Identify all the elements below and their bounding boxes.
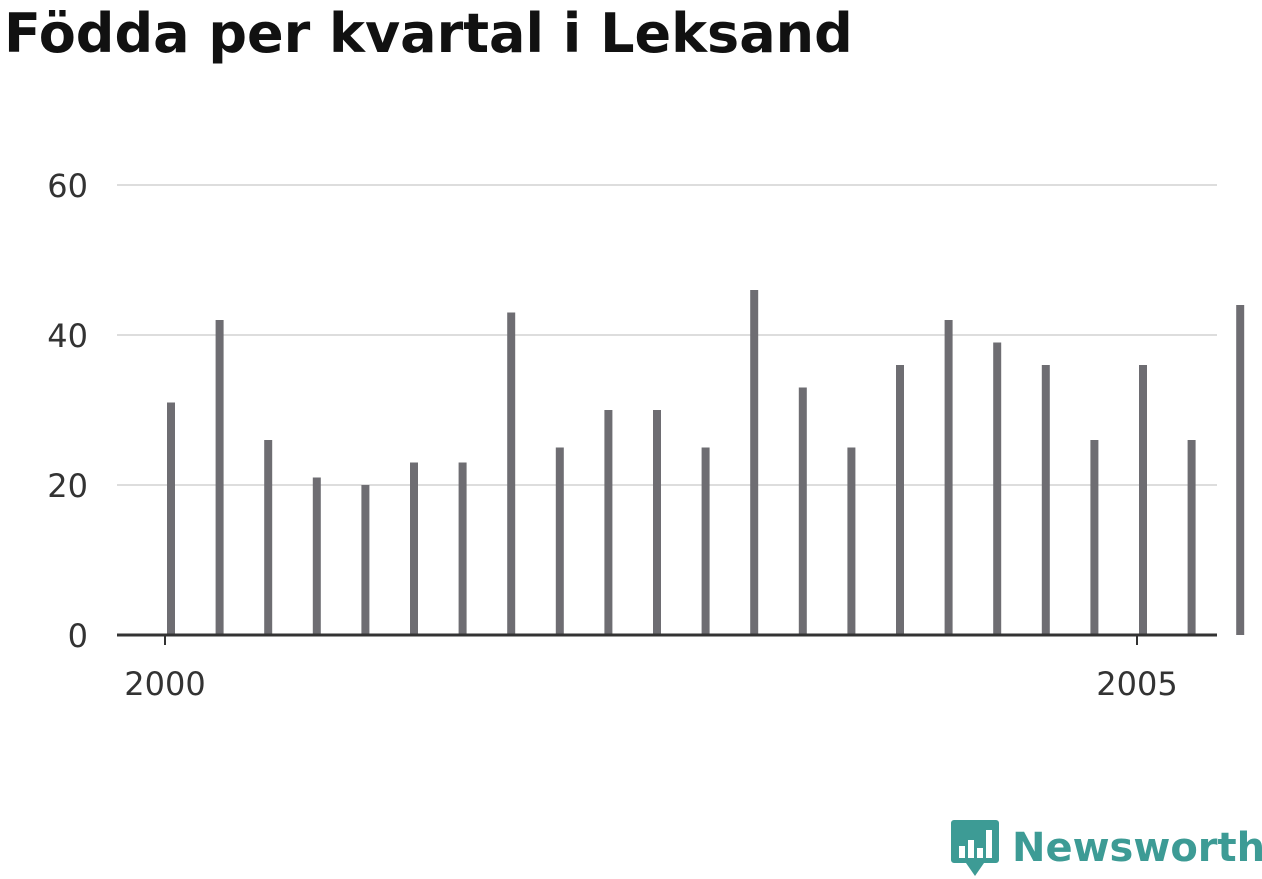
bar	[1041, 365, 1050, 635]
bar	[264, 440, 273, 635]
axes	[117, 633, 1217, 645]
x-tick-label: 2005	[1096, 665, 1177, 703]
bar	[1090, 440, 1099, 635]
y-tick-label: 0	[68, 617, 88, 655]
bar	[507, 312, 516, 635]
bar	[750, 290, 759, 635]
bar	[458, 462, 467, 635]
bar	[361, 485, 370, 635]
brand-name: Newsworthy	[1012, 825, 1262, 871]
bar	[1236, 305, 1245, 635]
newsworthy-logo: Newsworthy	[950, 818, 1262, 878]
gridlines	[117, 184, 1217, 486]
bars	[167, 290, 1245, 635]
bar	[312, 477, 321, 635]
chart-title: Födda per kvartal i Leksand	[4, 2, 853, 65]
bar	[701, 447, 710, 635]
newsworthy-bar-chart-icon	[951, 820, 999, 876]
bar	[944, 320, 953, 635]
bar	[1187, 440, 1196, 635]
bar	[215, 320, 224, 635]
bar	[555, 447, 564, 635]
y-tick-label: 60	[47, 167, 88, 205]
x-tick-label: 2000	[124, 665, 205, 703]
bar	[847, 447, 856, 635]
bar	[167, 402, 175, 635]
bar	[410, 462, 418, 635]
bar	[798, 387, 807, 635]
axis-labels: 020406024200020052010201520202025	[47, 167, 1177, 703]
bar	[604, 410, 613, 635]
bar	[1139, 365, 1147, 635]
bar	[896, 365, 904, 635]
y-tick-label: 20	[47, 467, 88, 505]
bar	[993, 342, 1002, 635]
bar	[653, 410, 661, 635]
y-tick-label: 40	[47, 317, 88, 355]
